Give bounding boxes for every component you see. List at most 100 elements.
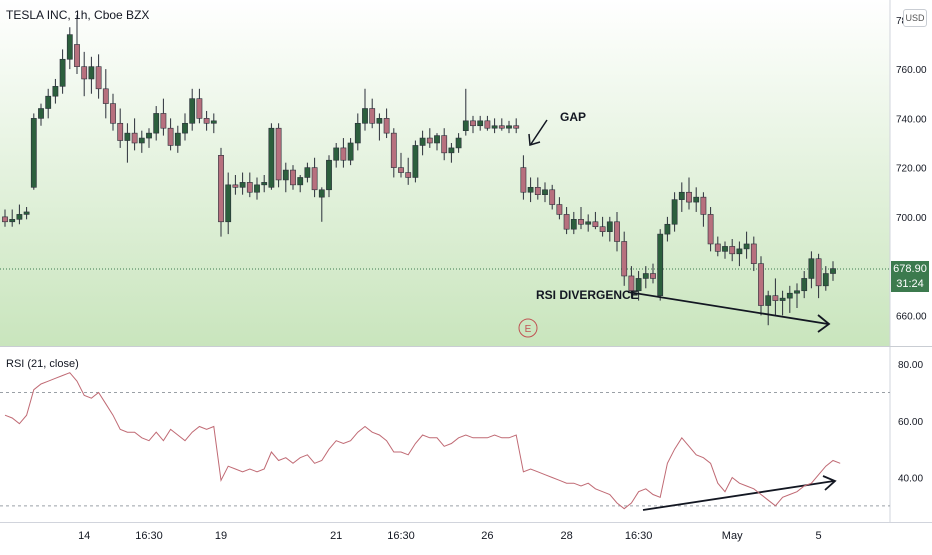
candle-body [693, 196, 700, 203]
price-tick-label: 700.00 [896, 213, 927, 224]
candle [246, 172, 253, 198]
candle-body [606, 221, 613, 232]
candle [362, 88, 368, 131]
candle-body [700, 196, 707, 215]
currency-button[interactable]: USD [903, 9, 927, 27]
candle-body [772, 295, 779, 301]
price-divergence-arrow[interactable] [627, 291, 831, 333]
candle [462, 88, 469, 136]
candle [110, 93, 116, 131]
candle [182, 113, 188, 141]
candle [268, 123, 275, 190]
candle [160, 98, 167, 136]
candle-body [23, 211, 30, 215]
candle [102, 69, 109, 119]
candle-body [340, 147, 347, 161]
rsi-divergence-line [642, 480, 835, 511]
candle [290, 165, 296, 190]
time-axis-ticks: 14 16:30 19 21 16:30 26 28 16:30 May 5 [78, 530, 822, 542]
rsi-title: RSI (21, close) [6, 358, 79, 370]
rsi-divergence-arrow[interactable] [642, 475, 837, 511]
candle-body [52, 86, 59, 97]
candle-body [434, 135, 440, 144]
candle-body [218, 154, 224, 223]
candle-body [390, 132, 397, 168]
candle-body [484, 120, 491, 129]
candle-body [160, 113, 167, 129]
candle [513, 118, 520, 134]
candle-body [297, 177, 304, 186]
candle-body [750, 243, 757, 264]
candle-body [203, 118, 210, 124]
candle-body [592, 221, 599, 228]
candle [750, 236, 757, 272]
candle-body [534, 187, 541, 196]
candle [254, 177, 260, 200]
candle-body [578, 219, 584, 225]
candle-body [470, 120, 476, 127]
gap-arrow-head [528, 133, 541, 146]
time-tick-label: 21 [330, 530, 342, 542]
candle [59, 49, 66, 94]
candle [45, 88, 52, 119]
candle-body [30, 118, 37, 188]
candle-body [9, 219, 16, 223]
gap-annotation[interactable]: GAP [528, 110, 586, 146]
candle [786, 285, 793, 313]
time-tick-label: 16:30 [625, 530, 653, 542]
candle [95, 54, 102, 99]
earnings-marker-label: E [525, 324, 532, 335]
candle [174, 125, 181, 153]
candle [167, 118, 174, 151]
candle [232, 175, 239, 195]
candle [506, 120, 512, 134]
candle-body [462, 120, 469, 131]
candle-body [650, 273, 656, 279]
candle [23, 207, 30, 220]
candle [52, 78, 59, 104]
candle [318, 187, 325, 222]
candle-body [146, 132, 152, 139]
candle [225, 172, 232, 235]
candle-body [268, 127, 275, 188]
candle-body [232, 184, 239, 188]
candle [88, 56, 95, 94]
candle-body [455, 137, 462, 149]
candle-body [570, 219, 577, 230]
candle [592, 211, 599, 230]
candle [369, 98, 376, 129]
candle [347, 138, 354, 166]
earnings-marker[interactable]: E [518, 318, 538, 338]
candle-body [614, 221, 620, 242]
candle-body [282, 169, 289, 181]
candle [81, 51, 88, 97]
candle [196, 88, 203, 124]
candle [599, 216, 606, 237]
candle-body [707, 214, 714, 245]
candle [74, 14, 80, 75]
candle [239, 172, 246, 195]
candle [275, 123, 282, 188]
candle-body [678, 191, 685, 200]
candle-body [513, 125, 520, 129]
candle [794, 283, 800, 308]
candle [606, 216, 613, 242]
candle [477, 115, 484, 131]
candle [426, 128, 433, 148]
candle-body [758, 263, 764, 306]
candle [210, 113, 217, 134]
candle-body [426, 137, 433, 144]
candle [2, 209, 8, 227]
candle [282, 162, 289, 193]
candle-body [88, 66, 95, 80]
candle [635, 271, 642, 301]
candle-body [304, 167, 311, 178]
candle [304, 162, 311, 183]
candle-body [261, 182, 268, 186]
candle-body [81, 66, 88, 80]
candle [203, 110, 210, 131]
candle-body [354, 122, 361, 144]
candle [527, 177, 534, 203]
